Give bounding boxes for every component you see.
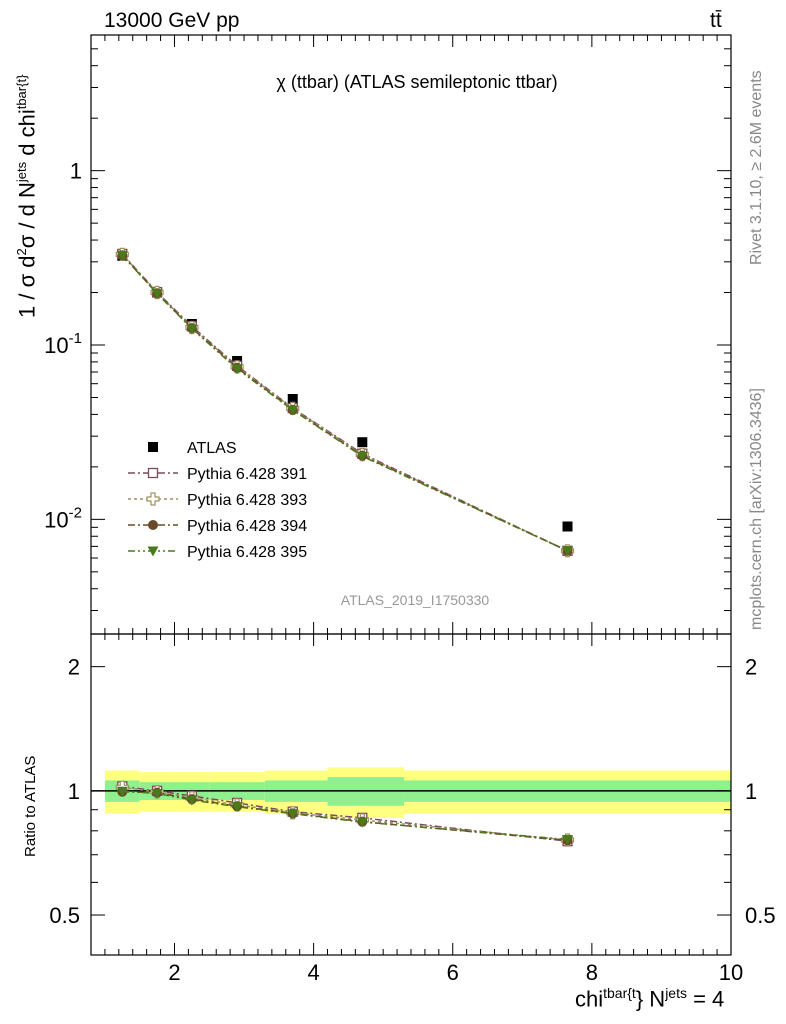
legend-label: ATLAS [187, 440, 237, 457]
ratio-data-point [231, 802, 243, 813]
legend-marker [147, 546, 159, 557]
legend-marker [148, 442, 158, 452]
legend-label: Pythia 6.428 394 [187, 518, 307, 535]
main-data-point [562, 521, 573, 532]
main-y-tick-label: 10-2 [44, 504, 82, 532]
ratio-y-tick-label-right: 2 [745, 655, 757, 680]
legend-label: Pythia 6.428 391 [187, 466, 307, 483]
mcplots-label: mcplots.cern.ch [arXiv:1306.3436] [748, 388, 765, 630]
main-data-point [231, 364, 243, 375]
x-tick-label: 6 [447, 960, 459, 985]
main-data-point [562, 546, 574, 557]
main-data-point [356, 451, 368, 462]
main-data-point [116, 250, 128, 261]
main-data-point [357, 437, 368, 448]
main-y-tick-label: 10-1 [44, 330, 82, 358]
ratio-y-axis-label: Ratio to ATLAS [22, 755, 39, 857]
main-data-point [287, 405, 299, 416]
ratio-y-tick-label: 0.5 [49, 903, 80, 928]
x-axis-label: chitbar{t} Njets = 4 [575, 985, 725, 1012]
x-tick-label: 2 [168, 960, 180, 985]
legend-marker [147, 467, 159, 479]
ratio-data-point [356, 817, 368, 828]
x-tick-label: 4 [307, 960, 319, 985]
plot-title: χ (ttbar) (ATLAS semileptonic ttbar) [276, 72, 557, 92]
main-y-tick-label: 1 [70, 159, 82, 184]
legend-marker [148, 520, 158, 530]
main-data-point [186, 324, 198, 335]
x-tick-label: 8 [586, 960, 598, 985]
rivet-version-label: Rivet 3.1.10, ≥ 2.6M events [748, 70, 765, 265]
ratio-data-point [151, 789, 163, 800]
ratio-y-tick-label: 1 [68, 779, 80, 804]
analysis-label: ATLAS_2019_I1750330 [341, 592, 490, 608]
ratio-data-point [287, 809, 299, 820]
ratio-y-tick-label: 2 [68, 655, 80, 680]
process-label: tt̄ [710, 9, 722, 32]
main-y-axis-label: 1 / σ d2σ / d Njets d chitbar{t} [14, 74, 40, 318]
ratio-data-point [116, 786, 128, 797]
ratio-data-point [186, 795, 198, 806]
x-tick-label: 10 [719, 960, 743, 985]
main-data-point [151, 289, 163, 300]
ratio-data-point [562, 835, 574, 846]
legend-marker [146, 492, 160, 506]
legend-label: Pythia 6.428 395 [187, 544, 307, 561]
legend-label: Pythia 6.428 393 [187, 492, 307, 509]
ratio-y-tick-label-right: 1 [745, 779, 757, 804]
main-data-point [287, 394, 298, 405]
energy-label: 13000 GeV pp [104, 9, 240, 32]
ratio-y-tick-label-right: 0.5 [745, 903, 776, 928]
